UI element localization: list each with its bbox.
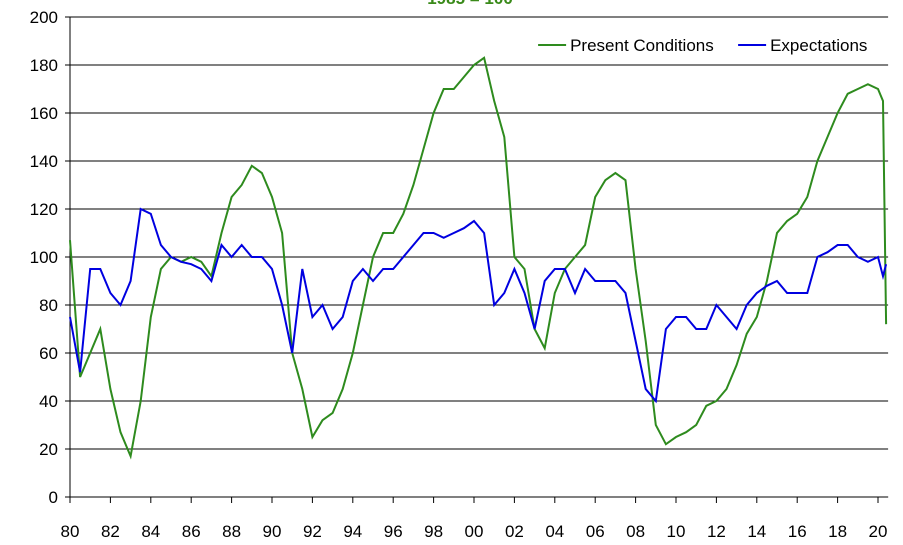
x-tick-label: 00	[465, 522, 484, 541]
x-tick-label: 16	[788, 522, 807, 541]
x-tick-label: 86	[182, 522, 201, 541]
x-tick-label: 88	[222, 522, 241, 541]
x-tick-label: 90	[263, 522, 282, 541]
y-tick-label: 120	[30, 200, 58, 219]
x-tick-label: 94	[343, 522, 362, 541]
legend-label: Expectations	[770, 36, 867, 55]
x-tick-label: 98	[424, 522, 443, 541]
x-tick-label: 08	[626, 522, 645, 541]
chart-title: 1985 = 100	[427, 0, 513, 8]
x-tick-label: 84	[141, 522, 160, 541]
x-tick-label: 20	[869, 522, 888, 541]
x-tick-label: 80	[61, 522, 80, 541]
series-line	[69, 207, 888, 404]
x-tick-label: 92	[303, 522, 322, 541]
y-tick-label: 160	[30, 104, 58, 123]
x-tick-label: 14	[747, 522, 766, 541]
y-tick-label: 80	[39, 296, 58, 315]
y-tick-label: 200	[30, 8, 58, 27]
y-tick-label: 100	[30, 248, 58, 267]
y-tick-label: 60	[39, 344, 58, 363]
x-tick-label: 18	[828, 522, 847, 541]
y-tick-label: 20	[39, 440, 58, 459]
x-tick-label: 82	[101, 522, 120, 541]
y-tick-label: 140	[30, 152, 58, 171]
x-tick-label: 96	[384, 522, 403, 541]
x-tick-label: 12	[707, 522, 726, 541]
legend-label: Present Conditions	[570, 36, 714, 55]
y-tick-label: 40	[39, 392, 58, 411]
x-tick-label: 02	[505, 522, 524, 541]
x-tick-label: 06	[586, 522, 605, 541]
x-tick-label: 04	[545, 522, 564, 541]
y-tick-label: 180	[30, 56, 58, 75]
x-tick-label: 10	[667, 522, 686, 541]
series-line	[69, 56, 888, 460]
y-tick-label: 0	[49, 488, 58, 507]
